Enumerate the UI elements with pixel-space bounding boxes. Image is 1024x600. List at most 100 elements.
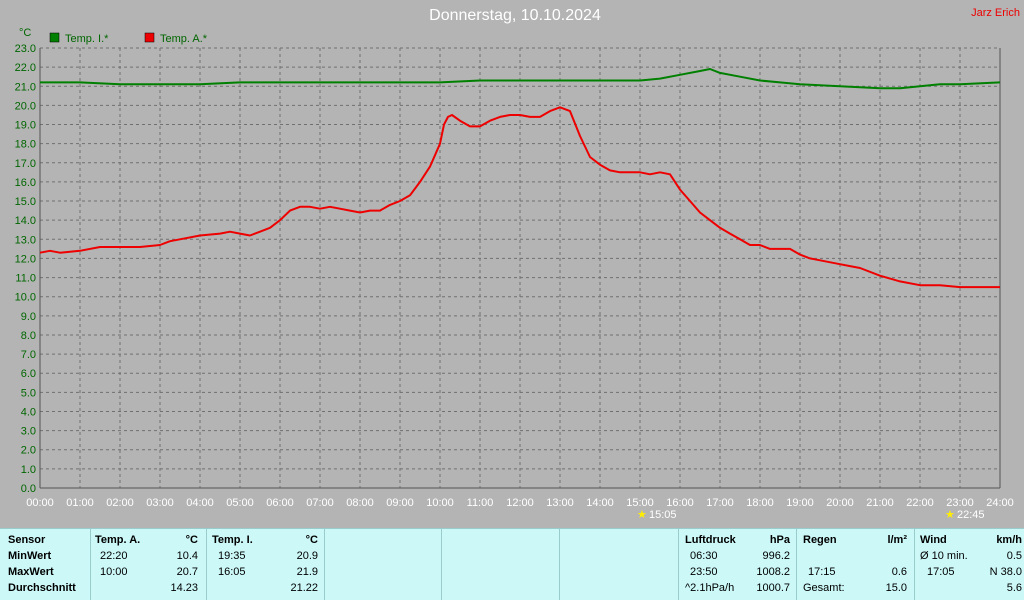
y-tick-label: 18.0 (15, 139, 36, 151)
y-axis-ticks: 0.0 1.0 2.0 3.0 4.0 5.0 6.0 7.0 8.0 9.0 10.0 11.0 12… (15, 43, 36, 495)
y-tick-label: 10.0 (15, 292, 36, 304)
x-tick-label: 16:00 (666, 497, 694, 509)
legend: Temp. I.* Temp. A.* (49, 32, 208, 45)
rain-header: Regen (803, 534, 837, 546)
wind-current: 5.6 (1006, 582, 1022, 594)
temp-a-max: 20.7 (176, 566, 198, 578)
series-lines (39, 68, 1001, 289)
y-tick-label: 22.0 (15, 62, 36, 74)
x-tick-label: 19:00 (786, 497, 814, 509)
rain-unit: l/m² (887, 534, 907, 546)
pressure-trend: ^2.1hPa/h (685, 582, 735, 594)
wind-gust: N 38.0 (989, 566, 1022, 578)
legend-label-inner: Temp. I.* (65, 33, 109, 45)
x-tick-label: 06:00 (266, 497, 294, 509)
y-tick-label: 6.0 (21, 368, 36, 380)
x-tick-label: 15:00 (626, 497, 654, 509)
temp-a-min-time: 22:20 (100, 550, 128, 562)
y-tick-label: 19.0 (15, 120, 36, 132)
pressure-max-time: 23:50 (690, 566, 718, 578)
y-tick-label: 2.0 (21, 445, 36, 457)
temp-i-avg: 21.22 (290, 582, 318, 594)
row-label-avg: Durchschnitt (8, 582, 76, 594)
y-tick-label: 13.0 (15, 234, 36, 246)
y-tick-label: 20.0 (15, 100, 36, 112)
y-axis-unit: °C (19, 27, 31, 39)
wind-gust-time: 17:05 (927, 566, 955, 578)
sensor-header: Sensor (8, 534, 46, 546)
temp-a-min: 10.4 (176, 550, 198, 562)
x-tick-label: 22:00 (906, 497, 934, 509)
rain-time: 17:15 (808, 566, 836, 578)
x-tick-label: 07:00 (306, 497, 334, 509)
y-tick-label: 11.0 (15, 273, 36, 285)
x-tick-label: 24:00 (986, 497, 1014, 509)
temp-i-max-time: 16:05 (218, 566, 246, 578)
pressure-max: 1008.2 (756, 566, 790, 578)
rain-total: 15.0 (885, 582, 907, 594)
y-tick-label: 9.0 (21, 311, 36, 323)
marker-1-icon: ★ (637, 509, 647, 521)
temp-i-header: Temp. I. (212, 534, 253, 546)
temp-i-min-time: 19:35 (218, 550, 246, 562)
author-label: Jarz Erich (971, 7, 1020, 19)
x-tick-label: 21:00 (866, 497, 894, 509)
x-tick-label: 10:00 (426, 497, 454, 509)
legend-swatch-inner (49, 32, 60, 43)
y-tick-label: 4.0 (21, 406, 36, 418)
temp-a-max-time: 10:00 (100, 566, 128, 578)
x-tick-label: 13:00 (546, 497, 574, 509)
x-tick-label: 20:00 (826, 497, 854, 509)
y-tick-label: 5.0 (21, 387, 36, 399)
x-tick-label: 09:00 (386, 497, 414, 509)
y-tick-label: 12.0 (15, 253, 36, 265)
y-tick-label: 14.0 (15, 215, 36, 227)
y-tick-label: 15.0 (15, 196, 36, 208)
y-tick-label: 16.0 (15, 177, 36, 189)
y-tick-label: 3.0 (21, 426, 36, 438)
event-marker-1: ★ 15:05 (637, 509, 677, 521)
temperature-chart: Donnerstag, 10.10.2024 Jarz Erich °C Tem… (15, 7, 1020, 521)
temp-i-unit: °C (305, 534, 318, 546)
legend-label-outer: Temp. A.* (160, 33, 208, 45)
y-tick-label: 1.0 (21, 464, 36, 476)
rain-total-label: Gesamt: (803, 582, 845, 594)
x-axis-ticks: 00:00 01:00 02:00 03:00 04:00 05:00 06:00 07:00… (26, 497, 1014, 509)
pressure-min-time: 06:30 (690, 550, 718, 562)
event-marker-2: ★ 22:45 (945, 509, 985, 521)
pressure-min: 996.2 (762, 550, 790, 562)
temp-a-header: Temp. A. (95, 534, 141, 546)
marker-2-icon: ★ (945, 509, 955, 521)
temp-a-unit: °C (185, 534, 198, 546)
x-tick-label: 11:00 (467, 497, 494, 509)
series-line-outer-temp (39, 106, 1000, 289)
x-tick-label: 17:00 (706, 497, 734, 509)
wind-avg-label: Ø 10 min. (920, 550, 968, 562)
y-tick-label: 8.0 (21, 330, 36, 342)
y-tick-label: 23.0 (15, 43, 36, 55)
marker-1-time: 15:05 (649, 509, 677, 521)
temp-i-max: 21.9 (296, 566, 318, 578)
x-tick-label: 01:00 (66, 497, 94, 509)
temp-i-min: 20.9 (296, 550, 318, 562)
x-tick-label: 12:00 (506, 497, 534, 509)
wind-unit: km/h (996, 534, 1022, 546)
y-tick-label: 17.0 (15, 158, 36, 170)
rain-value: 0.6 (891, 566, 907, 578)
x-tick-label: 05:00 (226, 497, 254, 509)
series-line-inner-temp (40, 68, 1001, 90)
pressure-current: 1000.7 (756, 582, 790, 594)
wind-avg: 0.5 (1006, 550, 1022, 562)
x-tick-label: 14:00 (586, 497, 614, 509)
temp-a-avg: 14.23 (170, 582, 198, 594)
x-tick-label: 23:00 (946, 497, 974, 509)
x-tick-label: 03:00 (146, 497, 174, 509)
y-tick-label: 21.0 (15, 81, 36, 93)
legend-swatch-outer (144, 32, 155, 43)
pressure-unit: hPa (769, 534, 790, 546)
x-tick-label: 02:00 (106, 497, 134, 509)
statistics-table: Sensor MinWert MaxWert Durchschnitt Temp… (0, 528, 1024, 600)
wind-header: Wind (920, 534, 947, 546)
row-label-min: MinWert (8, 550, 52, 562)
x-tick-label: 18:00 (746, 497, 774, 509)
